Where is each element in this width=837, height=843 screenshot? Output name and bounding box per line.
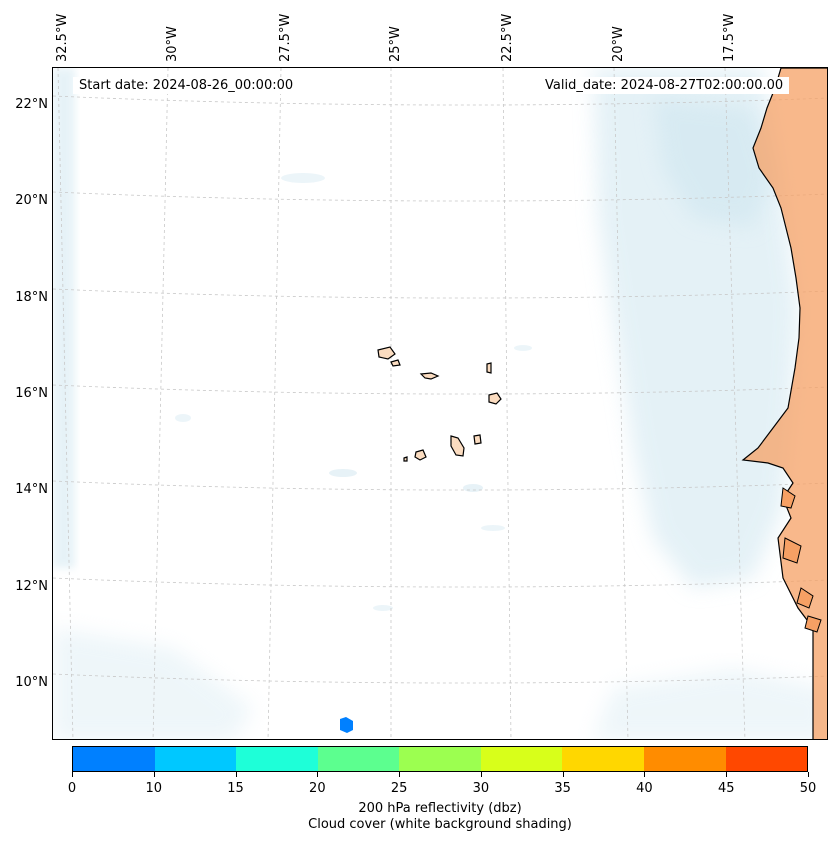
- map-canvas: [53, 68, 827, 739]
- colorbar-segment-6: [562, 747, 644, 771]
- colorbar-tick-mark: [235, 772, 237, 777]
- colorbar-tick-label: 25: [390, 781, 408, 796]
- colorbar-tick-label: 50: [799, 781, 817, 796]
- africa-coast-detail: [780, 487, 822, 633]
- colorbar-tick-mark: [644, 772, 646, 777]
- cloud-cover-shading: [53, 68, 827, 739]
- colorbar-tick-mark: [726, 772, 728, 777]
- colorbar-tick-label: 35: [554, 781, 571, 796]
- lat-label-16n: 16°N: [15, 386, 48, 401]
- colorbar-tick-mark: [808, 772, 809, 777]
- colorbar-segment-7: [643, 747, 726, 771]
- island-santiago: [450, 435, 465, 457]
- cloud-patches-southwest: [53, 628, 253, 739]
- lon-label-17-5w: 17.5°W: [722, 13, 737, 62]
- colorbar-tick-label: 0: [67, 781, 77, 796]
- colorbar-sublabel: Cloud cover (white background shading): [308, 817, 572, 832]
- colorbar-segment-8: [725, 747, 808, 771]
- map-panel[interactable]: [52, 67, 828, 740]
- colorbar-segment-1: [154, 747, 237, 771]
- colorbar-tick-label: 20: [309, 781, 326, 796]
- lon-label-32-5w: 32.5°W: [55, 13, 70, 62]
- colorbar-label: 200 hPa reflectivity (dbz): [358, 801, 522, 816]
- lat-label-12n: 12°N: [15, 579, 48, 594]
- colorbar-tick-mark: [562, 772, 564, 777]
- colorbar-segment-0: [73, 747, 155, 771]
- colorbar-segment-5: [480, 747, 563, 771]
- island-sao-nicolau: [419, 372, 440, 380]
- lon-label-25w: 25°W: [388, 26, 403, 62]
- island-brava: [403, 456, 408, 462]
- graticule: [53, 68, 827, 739]
- lat-label-22n: 22°N: [15, 97, 48, 112]
- reflectivity-cell: [340, 717, 353, 733]
- start-date-label: Start date: 2024-08-26_00:00:00: [73, 77, 300, 94]
- colorbar-tick-mark: [153, 772, 155, 777]
- colorbar-segment-2: [236, 747, 318, 771]
- island-fogo: [414, 449, 427, 461]
- lat-label-18n: 18°N: [15, 290, 48, 305]
- island-sao-vicente: [390, 359, 401, 367]
- cloud-core-northeast: [653, 98, 773, 228]
- valid-date-label: Valid_date: 2024-08-27T02:00:00.00: [539, 77, 790, 94]
- cape-verde-islands: [377, 346, 502, 462]
- colorbar-segment-3: [317, 747, 400, 771]
- colorbar-tick-label: 30: [472, 781, 490, 796]
- colorbar-tick-mark: [72, 772, 73, 777]
- island-maio: [473, 434, 482, 445]
- colorbar-tick-mark: [399, 772, 401, 777]
- lon-label-20w: 20°W: [611, 26, 626, 62]
- colorbar-tick-mark: [317, 772, 319, 777]
- lat-label-20n: 20°N: [15, 193, 48, 208]
- island-boa-vista: [488, 392, 502, 405]
- colorbar-tick-label: 40: [636, 781, 653, 796]
- lat-label-14n: 14°N: [15, 482, 48, 497]
- lat-label-10n: 10°N: [15, 675, 48, 690]
- colorbar-tick-mark: [480, 772, 482, 777]
- lon-label-27-5w: 27.5°W: [278, 13, 293, 62]
- colorbar-segment-4: [399, 747, 481, 771]
- lon-label-30w: 30°W: [165, 26, 180, 62]
- colorbar-tick-label: 10: [145, 781, 163, 796]
- cloud-patches-southeast: [593, 668, 827, 739]
- island-santo-antao: [377, 346, 396, 360]
- island-sal: [486, 362, 492, 374]
- colorbar-tick-label: 45: [717, 781, 735, 796]
- africa-landmass: [741, 68, 827, 739]
- reflectivity-colorbar: [72, 746, 808, 772]
- cloud-band-west: [53, 68, 75, 568]
- colorbar-tick-label: 15: [227, 781, 244, 796]
- lon-label-22-5w: 22.5°W: [500, 13, 515, 62]
